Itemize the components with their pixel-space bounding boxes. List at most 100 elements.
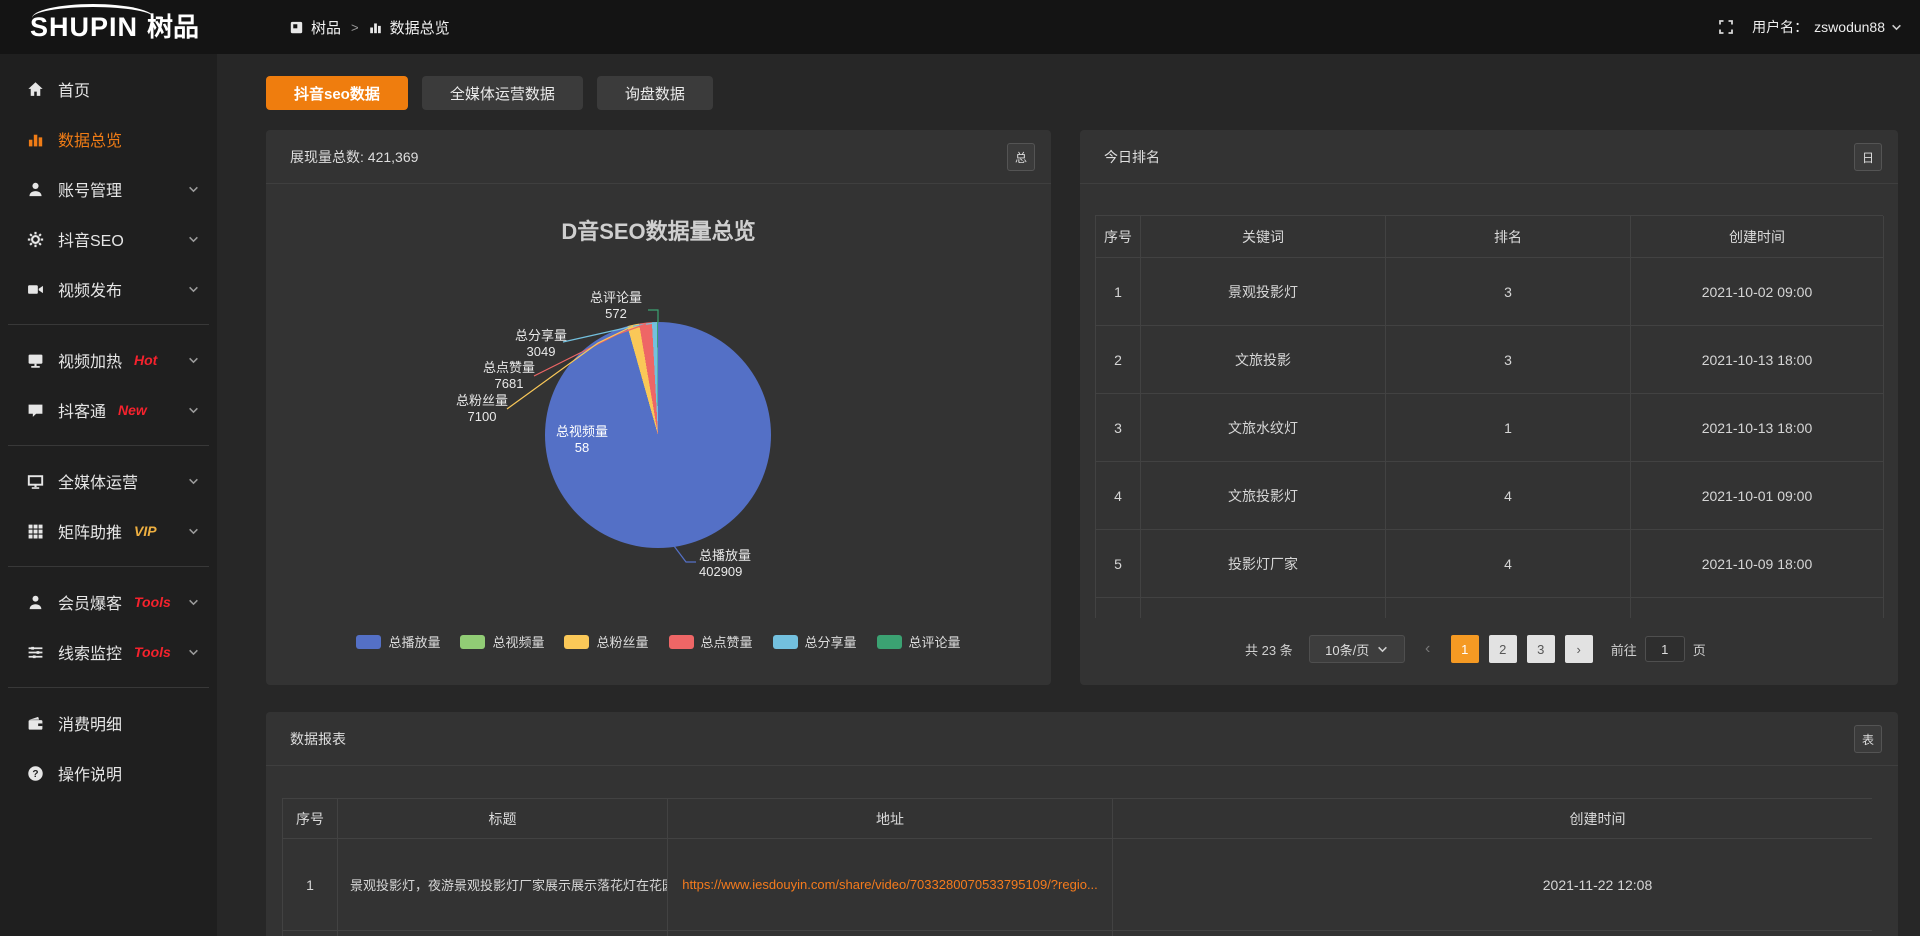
chevron-down-icon bbox=[188, 526, 199, 537]
username-value: zswodun88 bbox=[1814, 19, 1885, 35]
pagination-total: 共 23 条 bbox=[1245, 642, 1293, 658]
pie-label-fans: 总粉丝量 7100 bbox=[455, 393, 508, 424]
home-icon bbox=[26, 81, 44, 98]
legend-item-3[interactable]: 总点赞量 bbox=[668, 632, 753, 651]
page-size-select[interactable]: 10条/页 bbox=[1308, 635, 1405, 663]
legend-label: 总分享量 bbox=[804, 635, 857, 650]
report-title-cell: 景观投影灯，夜游景观投影灯厂家展示展示落花灯在花园里的灯光投影应用效果 # bbox=[338, 839, 668, 931]
chevron-down-icon bbox=[1377, 644, 1388, 655]
pie-label-videos: 总视频量 58 bbox=[555, 424, 608, 455]
fullscreen-icon[interactable] bbox=[1718, 19, 1734, 35]
sidebar-item-label: 数据总览 bbox=[58, 133, 123, 150]
report-panel-header: 数据报表 表 bbox=[266, 712, 1898, 766]
help-icon: ? bbox=[26, 765, 44, 782]
legend-item-4[interactable]: 总分享量 bbox=[772, 632, 857, 651]
table-cell: 1 bbox=[1386, 394, 1631, 462]
ranking-table: 序号 关键词 排名 创建时间 1 景观投影灯 3 2021-10-02 09:00 2 文旅投影 3… bbox=[1095, 215, 1884, 618]
sidebar-item-clue-monitor[interactable]: 线索监控 Tools bbox=[0, 627, 217, 677]
table-row-partial bbox=[283, 931, 1872, 936]
page-button-1[interactable]: 1 bbox=[1450, 635, 1479, 663]
table-cell bbox=[1386, 598, 1631, 618]
column-header: 标题 bbox=[338, 799, 668, 839]
sidebar-item-data-overview[interactable]: 数据总览 bbox=[0, 114, 217, 164]
sidebar-item-consume-detail[interactable]: 消费明细 bbox=[0, 698, 217, 748]
sliders-icon bbox=[26, 644, 44, 661]
table-cell: 投影灯厂家 bbox=[1141, 530, 1386, 598]
tab-1[interactable]: 全媒体运营数据 bbox=[421, 76, 583, 110]
column-header: 地址 bbox=[668, 799, 1113, 839]
table-row: 3 文旅水纹灯 1 2021-10-13 18:00 bbox=[1096, 394, 1884, 462]
table-view-button[interactable]: 表 bbox=[1854, 725, 1882, 753]
table-cell: 4 bbox=[1386, 462, 1631, 530]
sidebar-menu: 首页数据总览账号管理抖音SEO 视频发布视频加热 Hot 抖客通 New 全媒体运营矩阵助… bbox=[0, 54, 217, 798]
sidebar-item-label: 视频加热 bbox=[58, 354, 123, 371]
table-cell: 1 bbox=[1096, 258, 1141, 326]
ranking-panel-title: 今日排名 bbox=[1104, 148, 1160, 165]
page-button-2[interactable]: 2 bbox=[1488, 635, 1517, 663]
breadcrumb: 树品 > 数据总览 bbox=[290, 0, 450, 54]
breadcrumb-separator: > bbox=[351, 19, 359, 35]
main-content: 抖音seo数据 全媒体运营数据 询盘数据 展现量总数: 421,369 总 D音SE… bbox=[217, 54, 1920, 936]
legend-item-0[interactable]: 总播放量 bbox=[356, 632, 440, 651]
table-cell: 1 bbox=[283, 839, 338, 931]
table-cell: 文旅投影灯 bbox=[1141, 462, 1386, 530]
table-cell bbox=[1113, 931, 1872, 936]
legend-item-5[interactable]: 总评论量 bbox=[876, 632, 961, 651]
chevron-down-icon bbox=[188, 405, 199, 416]
menu-badge: Tools bbox=[134, 644, 171, 660]
table-cell bbox=[338, 931, 668, 936]
sidebar-item-label: 抖音SEO bbox=[58, 233, 124, 250]
breadcrumb-root[interactable]: 树品 bbox=[311, 19, 342, 37]
sidebar-item-matrix-boost[interactable]: 矩阵助推 VIP bbox=[0, 506, 217, 556]
total-view-button[interactable]: 总 bbox=[1007, 143, 1035, 171]
impressions-total-value: 421,369 bbox=[367, 148, 419, 165]
sidebar-item-operation-guide[interactable]: ? 操作说明 bbox=[0, 748, 217, 798]
table-cell: 4 bbox=[1386, 530, 1631, 598]
chevron-down-icon bbox=[1891, 22, 1902, 33]
sidebar-item-label: 矩阵助推 bbox=[58, 525, 123, 542]
data-tabs: 抖音seo数据 全媒体运营数据 询盘数据 bbox=[266, 76, 713, 110]
table-row-partial bbox=[1096, 598, 1884, 618]
table-cell: 2021-10-13 18:00 bbox=[1631, 326, 1884, 394]
sidebar-item-video-heat[interactable]: 视频加热 Hot bbox=[0, 335, 217, 385]
grid-icon bbox=[26, 523, 44, 540]
wallet-icon bbox=[26, 715, 44, 732]
sidebar-item-label: 账号管理 bbox=[58, 183, 123, 200]
sidebar-item-media-operation[interactable]: 全媒体运营 bbox=[0, 456, 217, 506]
report-url-link[interactable]: https://www.iesdouyin.com/share/video/70… bbox=[668, 839, 1113, 931]
pie-chart-title: D音SEO数据量总览 bbox=[561, 219, 756, 244]
legend-item-2[interactable]: 总粉丝量 bbox=[564, 632, 649, 651]
report-panel-title: 数据报表 bbox=[290, 730, 346, 747]
table-cell: 5 bbox=[1096, 530, 1141, 598]
legend-item-1[interactable]: 总视频量 bbox=[460, 632, 544, 651]
sidebar-item-home[interactable]: 首页 bbox=[0, 64, 217, 114]
table-cell: 2021-10-09 18:00 bbox=[1631, 530, 1884, 598]
menu-badge: New bbox=[118, 402, 147, 418]
column-header: 排名 bbox=[1386, 216, 1631, 258]
goto-page-input[interactable] bbox=[1644, 636, 1685, 662]
user-menu[interactable]: 用户名： zswodun88 bbox=[1752, 17, 1902, 37]
page-button-3[interactable]: 3 bbox=[1526, 635, 1555, 663]
chat-icon bbox=[26, 402, 44, 419]
menu-divider bbox=[8, 445, 209, 446]
next-page-button[interactable]: › bbox=[1564, 635, 1593, 663]
legend-label: 总粉丝量 bbox=[596, 635, 649, 650]
day-view-button[interactable]: 日 bbox=[1854, 143, 1882, 171]
tab-2[interactable]: 询盘数据 bbox=[596, 76, 713, 110]
report-time-cell: 2021-11-22 12:08 bbox=[1113, 839, 1872, 931]
legend-label: 总播放量 bbox=[388, 635, 441, 650]
chevron-down-icon bbox=[188, 647, 199, 658]
sidebar-item-video-publish[interactable]: 视频发布 bbox=[0, 264, 217, 314]
legend-swatch bbox=[668, 634, 694, 649]
sidebar-item-member-baoke[interactable]: 会员爆客 Tools bbox=[0, 577, 217, 627]
screen-icon bbox=[26, 473, 44, 490]
legend-swatch bbox=[772, 634, 798, 649]
sidebar-item-label: 全媒体运营 bbox=[58, 475, 139, 492]
tab-0[interactable]: 抖音seo数据 bbox=[266, 76, 408, 110]
sidebar-item-douketong[interactable]: 抖客通 New bbox=[0, 385, 217, 435]
sidebar-item-label: 会员爆客 bbox=[58, 596, 123, 613]
prev-page-button[interactable]: ‹ bbox=[1425, 640, 1431, 657]
sidebar-item-douyin-seo[interactable]: 抖音SEO bbox=[0, 214, 217, 264]
chart-panel-header: 展现量总数: 421,369 总 bbox=[266, 130, 1051, 184]
sidebar-item-account-manage[interactable]: 账号管理 bbox=[0, 164, 217, 214]
